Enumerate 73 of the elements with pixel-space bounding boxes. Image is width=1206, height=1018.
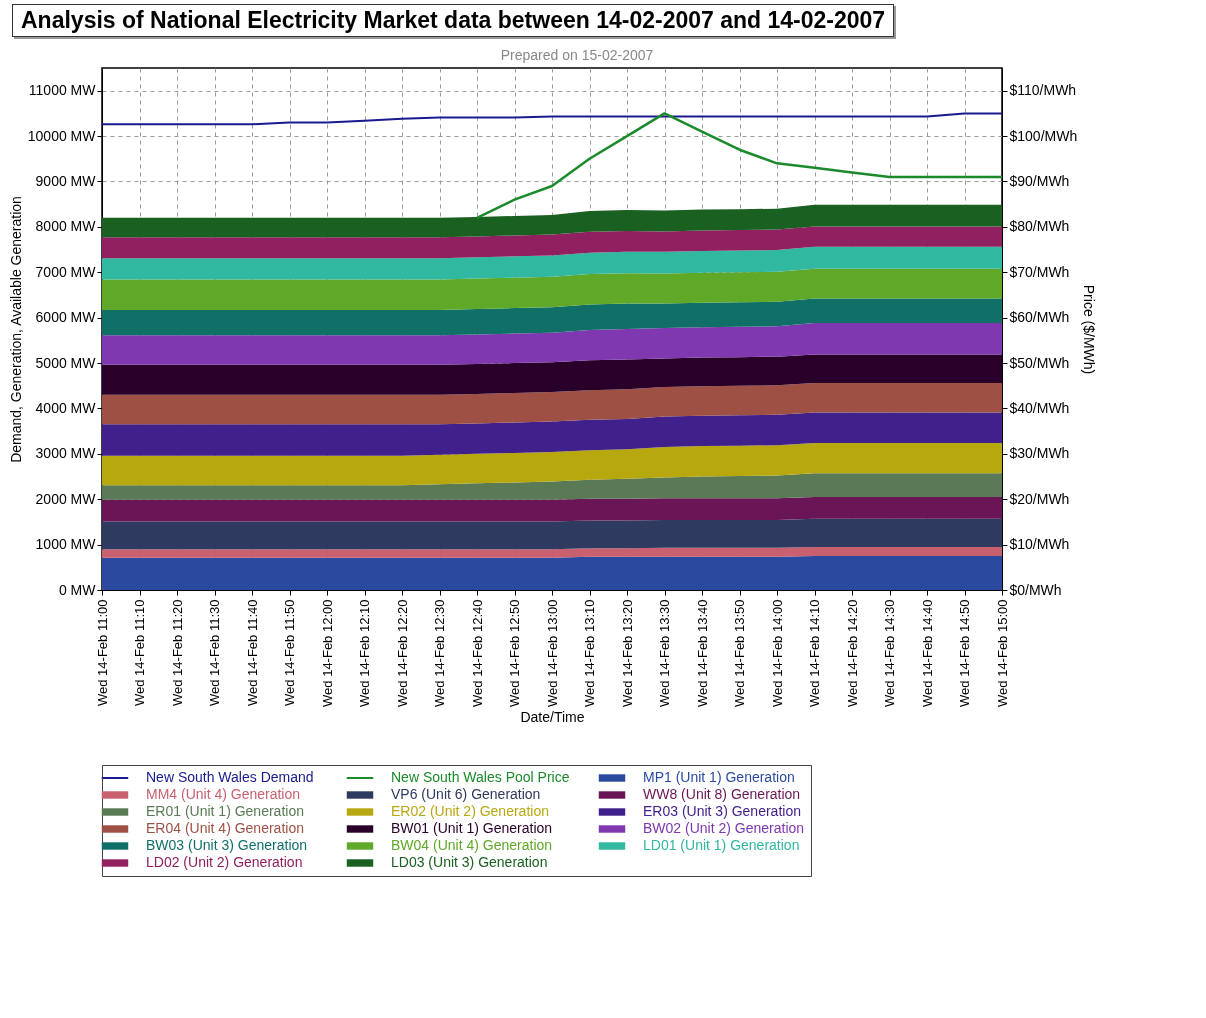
chart-title: Analysis of National Electricity Market data between 14-02-2007 and 14-02-2007 xyxy=(12,4,895,37)
y2-tick-label: $100/MWh xyxy=(1009,127,1078,144)
y-tick-label: 2000 MW xyxy=(35,490,97,507)
x-tick-label: Wed 14-Feb 13:40 xyxy=(694,599,710,707)
x-tick-label: Wed 14-Feb 14:10 xyxy=(807,599,822,707)
line-series xyxy=(475,112,1004,220)
x-tick-label: Wed 14-Feb 12:30 xyxy=(432,599,447,707)
x-tick-label: Wed 14-Feb 15:00 xyxy=(994,599,1010,707)
y2-tick-label: $90/MWh xyxy=(1009,172,1070,189)
x-tick-label: Wed 14-Feb 11:20 xyxy=(169,599,185,706)
x-tick-label: Wed 14-Feb 12:10 xyxy=(357,599,372,707)
legend-label: WW8 (Unit 8) Generation xyxy=(643,786,801,802)
x-tick-label: Wed 14-Feb 13:50 xyxy=(732,599,747,707)
x-tick-label: Wed 14-Feb 11:00 xyxy=(94,599,110,706)
legend-label: ER04 (Unit 4) Generation xyxy=(146,820,304,836)
x-tick-label: Wed 14-Feb 13:30 xyxy=(657,599,672,707)
y2-tick-label: $10/MWh xyxy=(1009,536,1070,553)
y2-tick-label: $30/MWh xyxy=(1009,445,1070,462)
y-tick-label: 1000 MW xyxy=(35,536,97,553)
x-tick-label: Wed 14-Feb 11:30 xyxy=(207,599,222,706)
legend-label: BW02 (Unit 2) Generation xyxy=(643,820,805,836)
y2-tick-label: $60/MWh xyxy=(1009,309,1070,326)
y-tick-label: 9000 MW xyxy=(35,172,97,189)
x-tick-label: Wed 14-Feb 13:20 xyxy=(619,599,635,707)
x-tick-label: Wed 14-Feb 14:00 xyxy=(769,599,785,707)
y2-tick-label: $70/MWh xyxy=(1009,263,1070,280)
y-axis-title: Demand, Generation, Available Generation xyxy=(7,196,24,463)
x-tick-label: Wed 14-Feb 13:00 xyxy=(544,599,560,707)
x-tick-label: Wed 14-Feb 11:10 xyxy=(132,599,147,706)
y2-tick-label: $50/MWh xyxy=(1009,354,1070,371)
legend-label: BW01 (Unit 1) Generation xyxy=(391,820,553,836)
y2-tick-label: $110/MWh xyxy=(1009,82,1077,99)
y2-axis-title: Price ($/MWh) xyxy=(1081,284,1098,375)
y2-tick-label: $80/MWh xyxy=(1009,218,1070,235)
legend-label: ER02 (Unit 2) Generation xyxy=(391,803,549,819)
x-axis-title: Date/Time xyxy=(520,708,585,725)
y-tick-label: 0 MW xyxy=(58,581,97,598)
y-tick-label: 10000 MW xyxy=(27,127,97,144)
y-tick-label: 4000 MW xyxy=(35,399,97,416)
x-tick-label: Wed 14-Feb 12:00 xyxy=(319,599,335,707)
x-tick-label: Wed 14-Feb 12:20 xyxy=(394,599,410,707)
x-tick-label: Wed 14-Feb 11:40 xyxy=(244,599,260,706)
chart-subtitle: Prepared on 15-02-2007 xyxy=(499,47,655,63)
x-tick-label: Wed 14-Feb 14:20 xyxy=(844,599,860,707)
legend-label: VP6 (Unit 6) Generation xyxy=(391,786,541,802)
x-tick-label: Wed 14-Feb 14:40 xyxy=(919,599,935,707)
x-tick-label: Wed 14-Feb 12:40 xyxy=(469,599,485,707)
legend-label: BW04 (Unit 4) Generation xyxy=(391,837,553,853)
legend-label: MM4 (Unit 4) Generation xyxy=(146,786,301,802)
legend-label: BW03 (Unit 3) Generation xyxy=(146,837,308,853)
legend-label: LD03 (Unit 3) Generation xyxy=(391,854,548,870)
legend-label: MP1 (Unit 1) Generation xyxy=(643,769,795,785)
y-tick-label: 11000 MW xyxy=(28,82,97,99)
x-tick-label: Wed 14-Feb 14:30 xyxy=(882,599,897,707)
y-tick-label: 8000 MW xyxy=(35,218,97,235)
x-tick-label: Wed 14-Feb 11:50 xyxy=(282,599,297,706)
y-tick-label: 5000 MW xyxy=(35,354,97,371)
x-tick-label: Wed 14-Feb 14:50 xyxy=(957,599,972,707)
legend-label: New South Wales Demand xyxy=(146,769,314,785)
legend-label: ER01 (Unit 1) Generation xyxy=(146,803,304,819)
legend-label: LD02 (Unit 2) Generation xyxy=(146,854,303,870)
y2-tick-label: $0/MWh xyxy=(1009,581,1062,598)
legend-label: ER03 (Unit 3) Generation xyxy=(643,803,801,819)
x-tick-label: Wed 14-Feb 13:10 xyxy=(582,599,597,707)
x-tick-label: Wed 14-Feb 12:50 xyxy=(507,599,522,707)
y-tick-label: 7000 MW xyxy=(35,263,97,280)
y2-tick-label: $20/MWh xyxy=(1009,490,1070,507)
legend-label: LD01 (Unit 1) Generation xyxy=(643,837,800,853)
y2-tick-label: $40/MWh xyxy=(1009,399,1070,416)
line-series xyxy=(101,112,1003,126)
legend-label: New South Wales Pool Price xyxy=(391,769,570,785)
y-tick-label: 3000 MW xyxy=(35,445,97,462)
y-tick-label: 6000 MW xyxy=(35,309,97,326)
